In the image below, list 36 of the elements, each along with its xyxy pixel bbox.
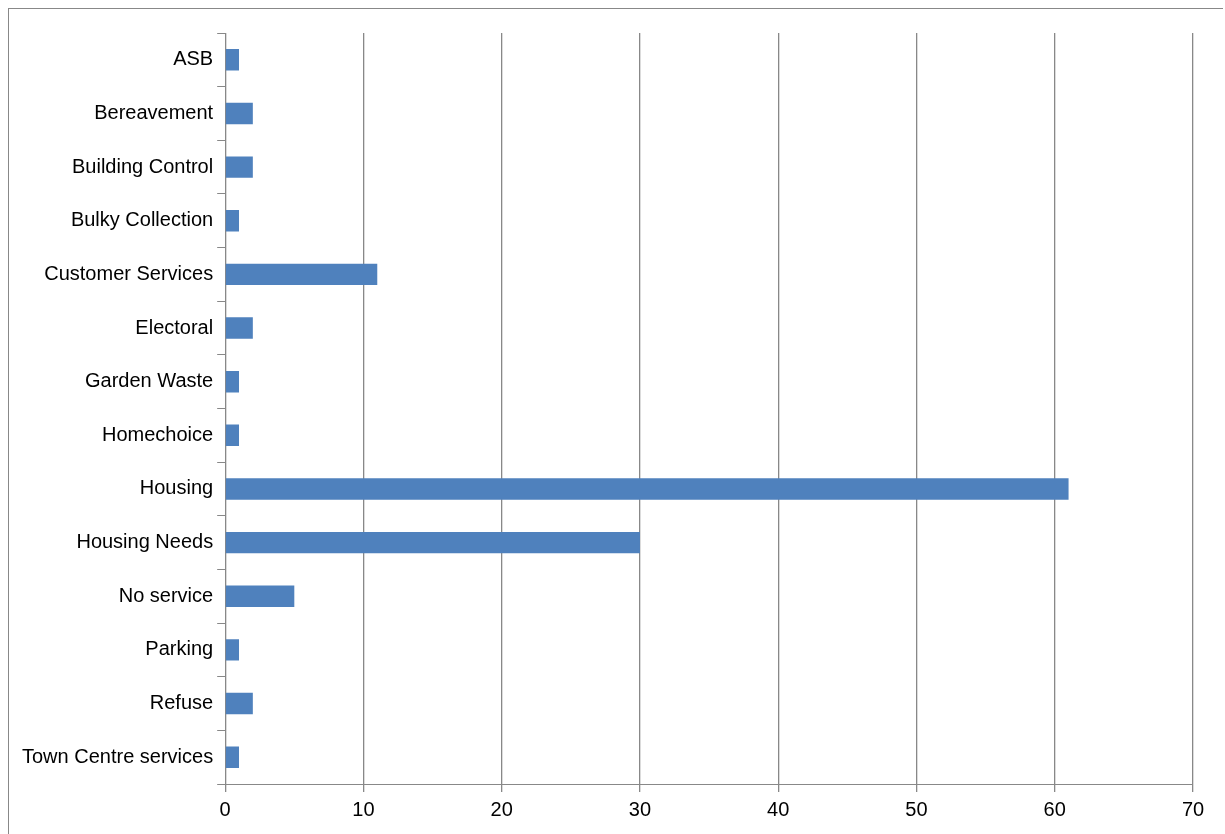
- x-tick-label: 30: [628, 797, 652, 820]
- x-tick-label: 60: [1043, 797, 1066, 820]
- bar: [225, 49, 240, 71]
- x-tick-label: 20: [490, 797, 513, 820]
- bar: [225, 746, 240, 768]
- y-tick-label: Bereavement: [94, 100, 214, 123]
- y-tick-label: Homechoice: [102, 422, 214, 445]
- y-tick-label: Town Centre services: [21, 744, 214, 767]
- y-tick-label: Building Control: [71, 154, 214, 177]
- y-tick-label: Bulky Collection: [70, 208, 214, 231]
- bar: [225, 370, 240, 393]
- bar: [225, 639, 240, 661]
- bar: [225, 531, 640, 554]
- x-tick-label: 50: [905, 797, 928, 820]
- y-tick-label: Housing Needs: [76, 530, 214, 553]
- bar: [225, 317, 253, 339]
- bar: [225, 692, 253, 715]
- y-tick-label: No service: [118, 583, 214, 606]
- y-tick-label: ASB: [173, 47, 214, 70]
- bar: [225, 156, 253, 178]
- bar: [225, 102, 253, 125]
- x-tick-label: 40: [767, 797, 790, 820]
- y-tick-label: Garden Waste: [84, 369, 214, 392]
- x-tick-label: 70: [1181, 797, 1205, 820]
- bar: [225, 478, 1069, 500]
- bar: [225, 585, 295, 607]
- y-tick-label: Customer Services: [44, 261, 214, 284]
- bar: [225, 210, 240, 232]
- x-tick-label: 0: [219, 797, 231, 820]
- bar: [225, 424, 240, 447]
- bar: [225, 263, 378, 286]
- y-tick-label: Refuse: [149, 691, 214, 714]
- y-tick-label: Electoral: [135, 315, 214, 338]
- x-tick-label: 10: [352, 797, 375, 820]
- y-tick-label: Housing: [139, 476, 214, 499]
- y-tick-label: Parking: [145, 637, 214, 660]
